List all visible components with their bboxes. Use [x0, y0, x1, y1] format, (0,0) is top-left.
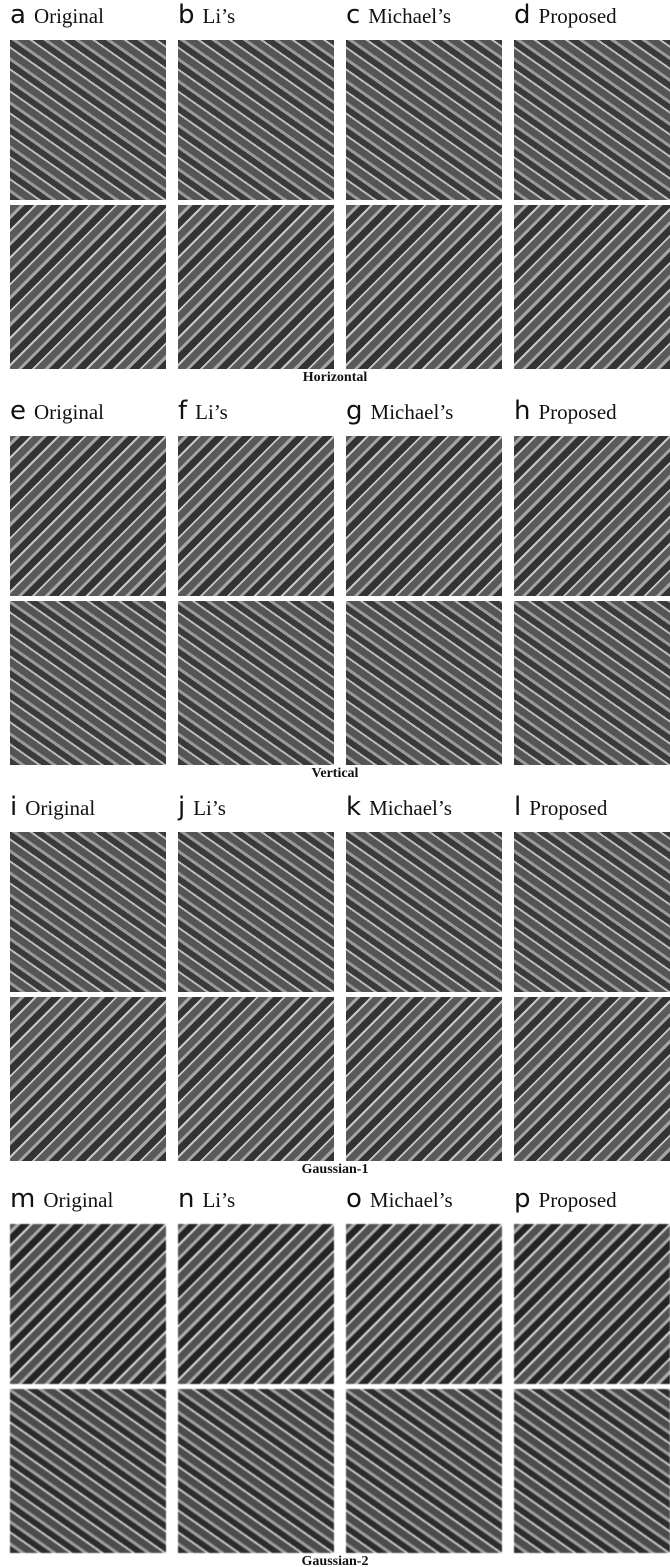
panel-letter: k: [346, 792, 361, 822]
satellite-image: [178, 436, 334, 596]
panel-heading: h Proposed: [514, 396, 670, 434]
satellite-image: [178, 205, 334, 369]
panel-letter: g: [346, 396, 363, 426]
panel-letter: f: [178, 396, 187, 426]
satellite-image: [346, 205, 502, 369]
panel-heading: p Proposed: [514, 1184, 670, 1222]
satellite-image: [178, 1224, 334, 1384]
satellite-image: [10, 997, 166, 1161]
panel-letter: m: [10, 1184, 35, 1214]
panel-letter: c: [346, 0, 360, 30]
method-label: Michael’s: [369, 796, 452, 820]
panel-letter: l: [514, 792, 521, 822]
satellite-image: [346, 1224, 502, 1384]
panel-heading: e Original: [10, 396, 166, 434]
satellite-image: [346, 40, 502, 200]
method-label: Li’s: [203, 4, 236, 28]
panel-heading: f Li’s: [178, 396, 334, 434]
panel-letter: p: [514, 1184, 531, 1214]
panel-letter: b: [178, 0, 195, 30]
panel-heading: o Michael’s: [346, 1184, 502, 1222]
satellite-image: [178, 997, 334, 1161]
method-label: Proposed: [539, 4, 617, 28]
panel-heading: l Proposed: [514, 792, 670, 830]
satellite-image: [10, 832, 166, 992]
satellite-image: [514, 40, 670, 200]
panel-group: m Original n Li’s o Michael’s p Proposed Gaussia…: [0, 1184, 670, 1567]
panel-letter: o: [346, 1184, 362, 1214]
panel-heading: i Original: [10, 792, 166, 830]
panel-heading: k Michael’s: [346, 792, 502, 830]
panel-letter: d: [514, 0, 531, 30]
satellite-image: [10, 601, 166, 765]
panel-heading: g Michael’s: [346, 396, 502, 434]
satellite-image: [178, 1389, 334, 1553]
satellite-image: [346, 436, 502, 596]
panel-letter: e: [10, 396, 26, 426]
satellite-image: [346, 601, 502, 765]
panel-heading: j Li’s: [178, 792, 334, 830]
method-label: Li’s: [193, 796, 226, 820]
satellite-image: [514, 1389, 670, 1553]
panel-letter: j: [178, 792, 185, 822]
figure-caption: Gaussian-2: [0, 1554, 670, 1567]
satellite-image: [514, 205, 670, 369]
satellite-image: [10, 1389, 166, 1553]
satellite-image: [10, 40, 166, 200]
method-label: Original: [34, 400, 104, 424]
method-label: Proposed: [539, 1188, 617, 1212]
satellite-image: [10, 205, 166, 369]
method-label: Michael’s: [370, 1188, 453, 1212]
method-label: Michael’s: [368, 4, 451, 28]
method-label: Original: [25, 796, 95, 820]
panel-letter: h: [514, 396, 530, 426]
satellite-image: [514, 997, 670, 1161]
figure-caption: Horizontal: [0, 370, 670, 386]
method-label: Proposed: [529, 796, 607, 820]
panel-heading: a Original: [10, 0, 166, 38]
panel-letter: i: [10, 792, 17, 822]
panel-heading: n Li’s: [178, 1184, 334, 1222]
satellite-image: [514, 832, 670, 992]
panel-letter: n: [178, 1184, 194, 1214]
panel-heading: d Proposed: [514, 0, 670, 38]
method-label: Li’s: [202, 1188, 235, 1212]
panel-letter: a: [10, 0, 26, 30]
method-label: Original: [34, 4, 104, 28]
satellite-image: [178, 832, 334, 992]
method-label: Michael’s: [371, 400, 454, 424]
method-label: Proposed: [538, 400, 616, 424]
panel-heading: m Original: [10, 1184, 166, 1222]
figure-caption: Vertical: [0, 766, 670, 782]
satellite-image: [346, 1389, 502, 1553]
panel-group: i Original j Li’s k Michael’s l Proposed Gaussia…: [0, 792, 670, 1184]
satellite-image: [10, 436, 166, 596]
figure-caption: Gaussian-1: [0, 1162, 670, 1178]
panel-group: a Original b Li’s c Michael’s d Proposed Horizon…: [0, 0, 670, 392]
figure: a Original b Li’s c Michael’s d Proposed Horizon…: [0, 0, 670, 1567]
satellite-image: [346, 832, 502, 992]
satellite-image: [178, 40, 334, 200]
satellite-image: [346, 997, 502, 1161]
panel-group: e Original f Li’s g Michael’s h Proposed Vertica…: [0, 396, 670, 788]
satellite-image: [10, 1224, 166, 1384]
panel-heading: b Li’s: [178, 0, 334, 38]
satellite-image: [514, 436, 670, 596]
satellite-image: [514, 1224, 670, 1384]
satellite-image: [514, 601, 670, 765]
method-label: Li’s: [195, 400, 228, 424]
method-label: Original: [43, 1188, 113, 1212]
satellite-image: [178, 601, 334, 765]
panel-heading: c Michael’s: [346, 0, 502, 38]
